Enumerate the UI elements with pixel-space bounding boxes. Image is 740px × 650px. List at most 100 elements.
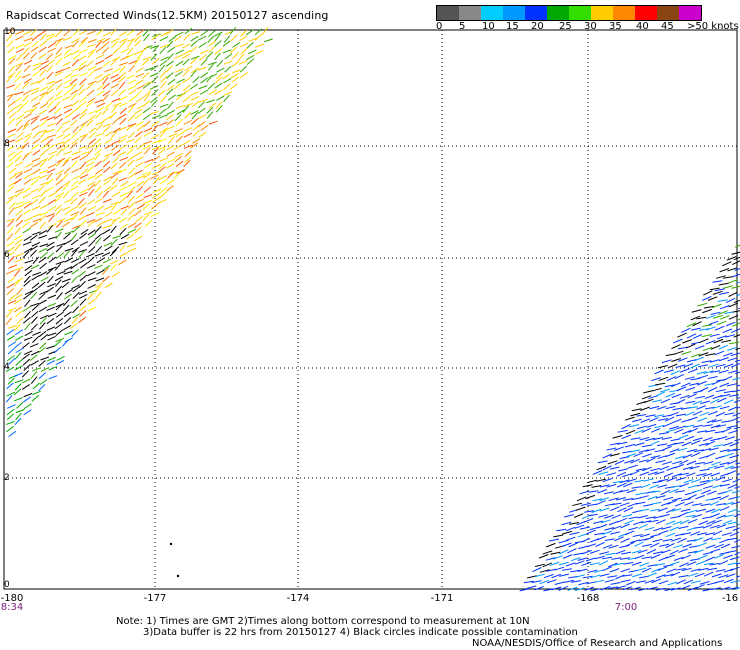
wind-barb (39, 262, 47, 270)
wind-barb (94, 179, 102, 187)
wind-barb (54, 204, 62, 212)
wind-barb (16, 317, 24, 325)
wind-barb (703, 370, 714, 375)
wind-barb (70, 92, 78, 101)
wind-barb (111, 177, 119, 185)
wind-barb (719, 462, 730, 466)
wind-barb (111, 191, 121, 198)
wind-barb (681, 327, 691, 333)
wind-barb (688, 368, 698, 374)
wind-barb (32, 367, 41, 372)
wind-barb (574, 574, 585, 578)
wind-barb (646, 423, 657, 428)
wind-barb (634, 554, 645, 560)
wind-barb (634, 429, 645, 434)
wind-barb (545, 557, 556, 561)
wind-barb (133, 40, 142, 47)
wind-barb (612, 435, 623, 439)
wind-barb (55, 141, 65, 146)
wind-barb (682, 339, 692, 344)
wind-barb (598, 514, 608, 518)
wind-barb (38, 330, 47, 338)
wind-barb (603, 491, 614, 495)
wind-barb (30, 371, 38, 379)
wind-barb (651, 387, 662, 392)
wind-barb (110, 74, 119, 79)
wind-barb (692, 437, 703, 442)
wind-barb (78, 145, 88, 150)
wind-barb (650, 490, 661, 494)
wind-barb (576, 496, 587, 502)
wind-barb (96, 205, 105, 212)
wind-barb (190, 40, 198, 47)
wind-barb (719, 405, 730, 410)
footnote-line: 3)Data buffer is 22 hrs from 20150127 4)… (143, 627, 578, 638)
wind-barb (176, 93, 184, 101)
wind-barb (190, 96, 200, 101)
wind-barb (159, 103, 169, 108)
wind-barb (681, 429, 692, 435)
wind-barb (112, 170, 122, 175)
wind-barb (175, 105, 185, 109)
wind-barb (737, 318, 740, 321)
wind-barb (192, 138, 201, 144)
wind-barb (22, 192, 31, 199)
wind-barb (6, 413, 15, 421)
wind-barb (640, 418, 651, 423)
wind-barb (23, 41, 33, 47)
wind-barb (585, 494, 596, 500)
wind-barb (726, 425, 737, 429)
wind-barb (587, 479, 598, 484)
wind-barb (702, 588, 713, 592)
wind-barb (79, 60, 88, 67)
wind-barb (732, 377, 740, 381)
wind-barb (709, 398, 720, 404)
wind-barb (655, 563, 665, 566)
wind-barb (721, 427, 732, 433)
wind-barb (712, 290, 723, 295)
wind-barb (128, 208, 136, 215)
wind-barb (206, 51, 214, 59)
wind-barb (71, 38, 80, 44)
wind-barb (710, 472, 721, 477)
wind-barb (713, 338, 724, 344)
wind-barb (737, 397, 740, 399)
wind-barb (70, 83, 77, 91)
wind-barb (705, 440, 716, 446)
wind-barb (673, 441, 684, 445)
wind-barb (21, 73, 31, 79)
wind-barb (655, 460, 666, 464)
wind-barb (229, 26, 237, 35)
wind-barb (142, 72, 150, 80)
wind-barb (644, 579, 655, 584)
wind-barb (32, 101, 41, 108)
wind-barb (687, 494, 697, 500)
wind-barb (24, 109, 33, 114)
wind-barb (23, 78, 32, 84)
wind-barb (640, 483, 651, 489)
wind-barb (94, 252, 104, 257)
wind-barb (72, 224, 81, 230)
wind-barb (88, 138, 97, 145)
wind-barb (174, 128, 183, 133)
wind-barb (715, 363, 726, 368)
wind-barb (183, 33, 191, 41)
wind-barb (70, 89, 79, 96)
wind-barb (15, 359, 23, 366)
wind-barb (725, 436, 735, 441)
wind-barb (531, 580, 542, 583)
wind-barb (110, 238, 118, 246)
wind-barb (638, 449, 649, 453)
wind-barb (40, 367, 50, 372)
lat-tick-label: 8 (4, 139, 10, 149)
wind-barb (615, 574, 625, 580)
wind-barb (86, 157, 95, 163)
wind-barb (160, 80, 167, 89)
wind-barb (102, 107, 109, 115)
wind-barb (39, 157, 49, 163)
wind-barb (657, 566, 668, 572)
wind-barb (72, 28, 80, 36)
wind-barb (46, 59, 55, 67)
colorbar-label: 25 (559, 21, 572, 32)
wind-barb (64, 112, 73, 119)
